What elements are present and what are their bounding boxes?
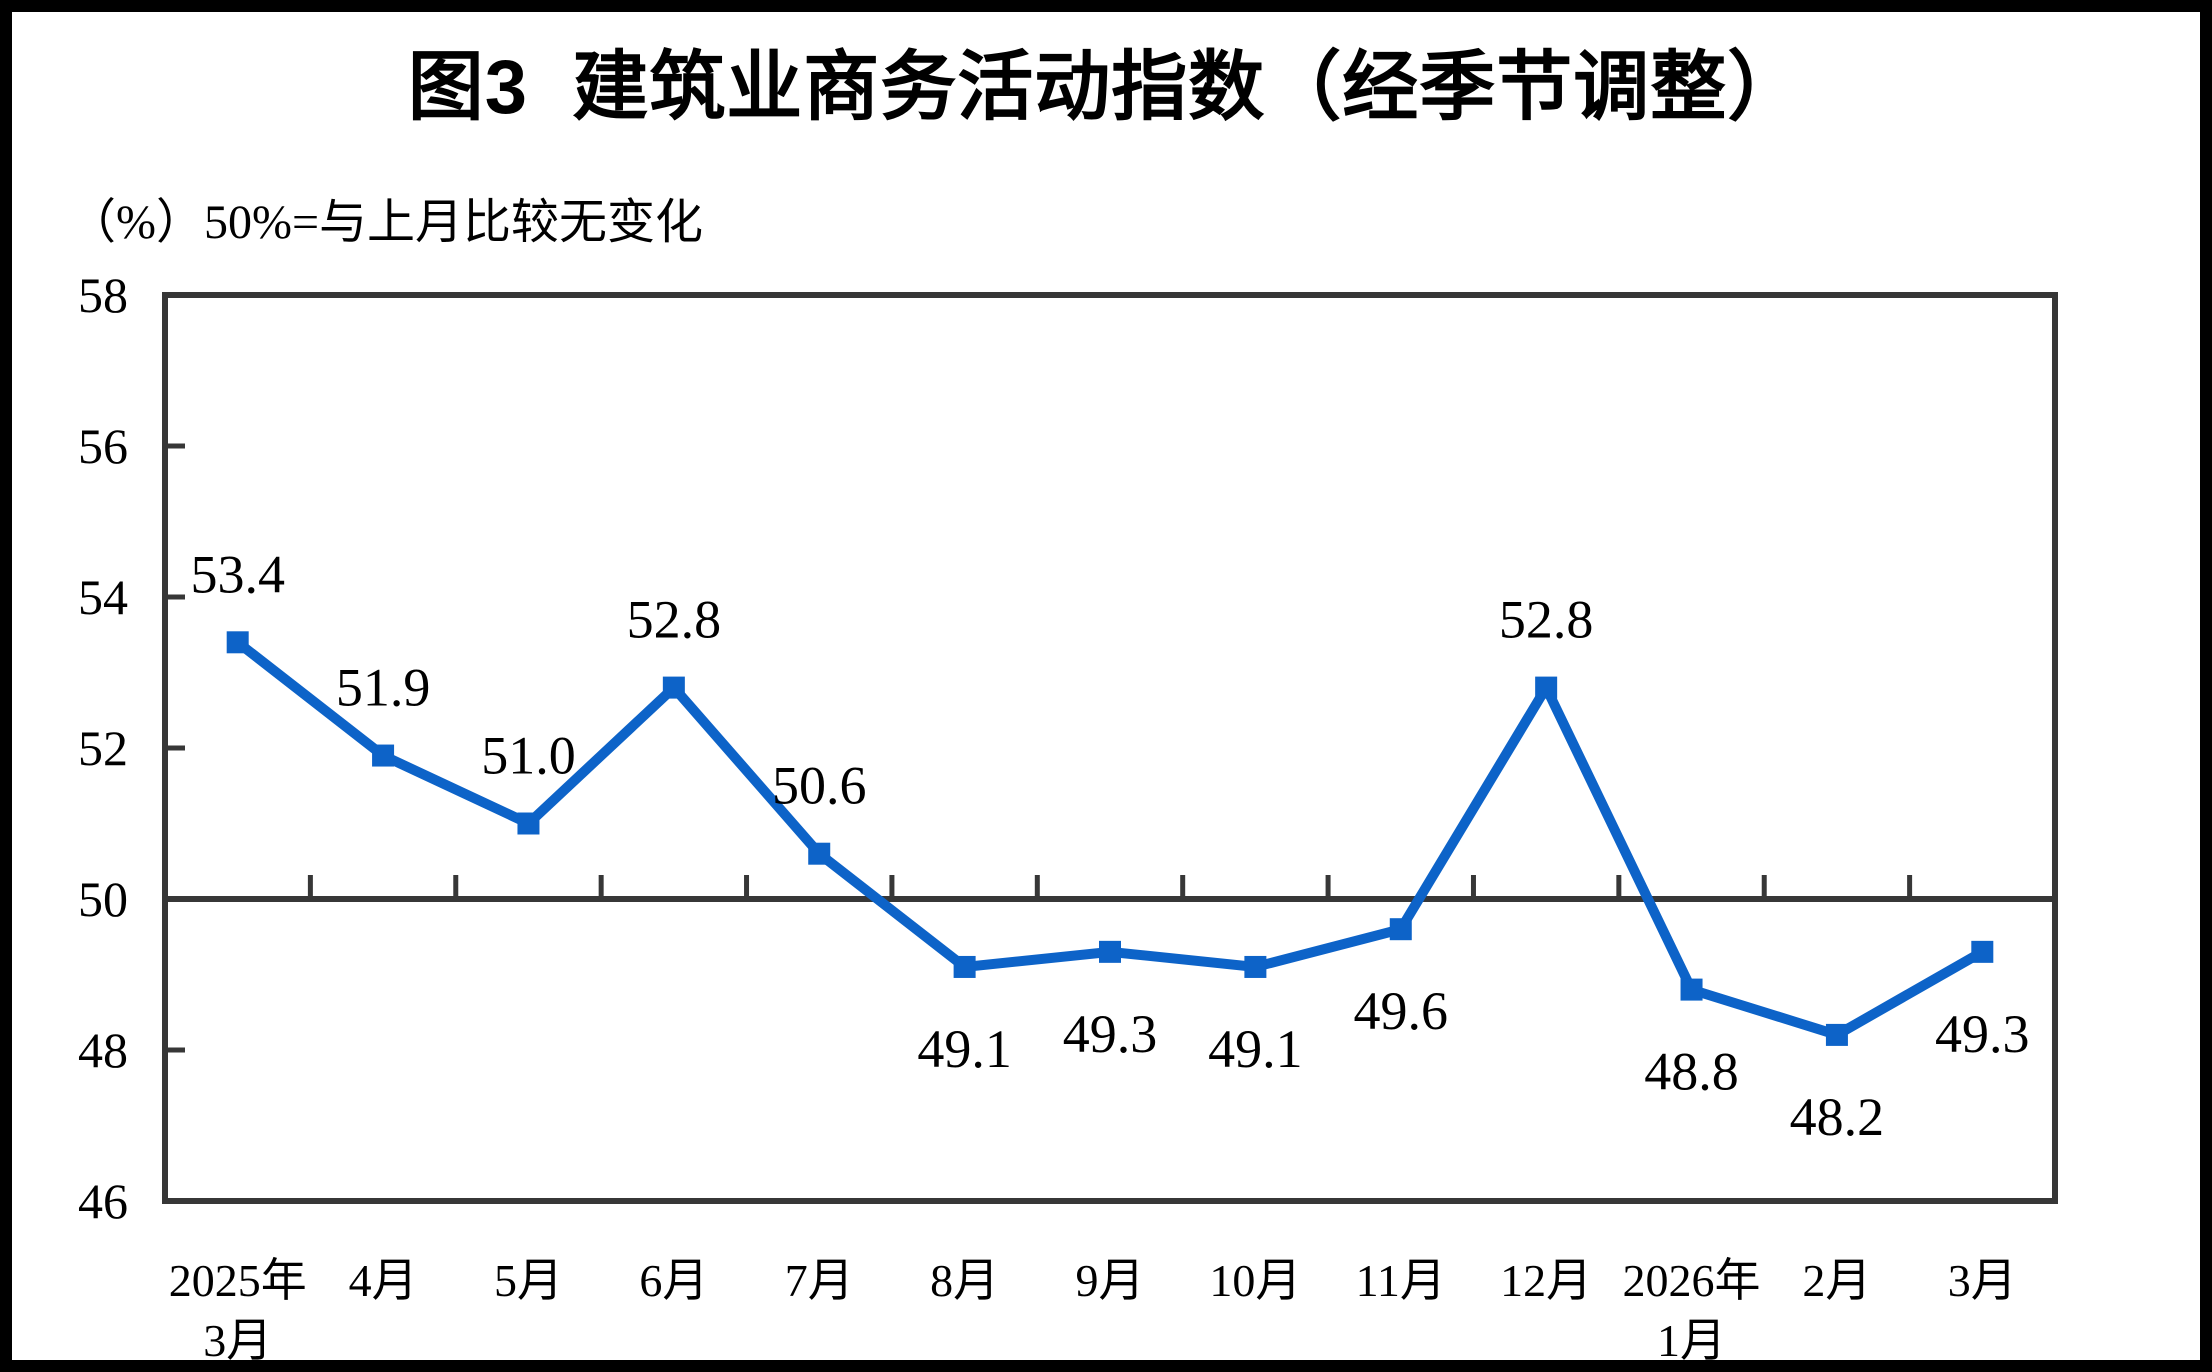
x-tick-label: 3月 (1948, 1255, 2017, 1306)
data-point-marker (517, 812, 540, 835)
data-point-marker (372, 744, 395, 767)
data-label: 48.8 (1644, 1042, 1739, 1102)
x-tick-label: 12月 (1500, 1255, 1592, 1306)
axis-unit-note: （%）50%=与上月比较无变化 (68, 196, 704, 249)
y-tick-label: 46 (78, 1173, 128, 1229)
x-tick-label: 2026年 (1623, 1255, 1761, 1306)
x-tick-label: 8月 (930, 1255, 999, 1306)
data-label: 49.6 (1354, 981, 1449, 1041)
data-point-marker (1971, 940, 1994, 963)
y-tick-label: 54 (78, 569, 128, 625)
data-label: 51.0 (481, 726, 576, 786)
x-tick-label-line2: 3月 (203, 1315, 272, 1366)
x-tick-label: 7月 (785, 1255, 854, 1306)
x-tick-label: 2月 (1802, 1255, 1871, 1306)
data-point-marker (1680, 978, 1703, 1001)
x-tick-label: 4月 (349, 1255, 418, 1306)
y-tick-label: 52 (78, 720, 128, 776)
x-tick-label: 5月 (494, 1255, 563, 1306)
x-tick-label: 6月 (639, 1255, 708, 1306)
data-label: 49.1 (1208, 1019, 1303, 1079)
data-point-marker (1825, 1023, 1848, 1046)
data-label: 48.2 (1790, 1087, 1885, 1147)
data-point-marker (1099, 940, 1121, 963)
x-tick-label-line2: 1月 (1657, 1315, 1726, 1366)
data-point-marker (808, 842, 831, 865)
data-point-marker (1244, 955, 1267, 978)
y-tick-label: 48 (78, 1022, 128, 1078)
data-point-marker (953, 955, 976, 978)
data-point-marker (662, 676, 685, 699)
data-label: 52.8 (1499, 590, 1594, 650)
data-label: 51.9 (336, 658, 431, 718)
x-tick-label: 9月 (1076, 1255, 1145, 1306)
plot-border (162, 292, 2058, 1204)
x-tick-label: 2025年 (169, 1255, 307, 1306)
y-tick-label: 56 (78, 418, 128, 474)
y-tick-label: 58 (78, 267, 128, 323)
x-tick-label: 10月 (1209, 1255, 1301, 1306)
data-label: 49.3 (1063, 1004, 1158, 1064)
x-tick-label: 11月 (1356, 1255, 1446, 1306)
data-label: 52.8 (627, 590, 722, 650)
series-line (234, 638, 1985, 1041)
data-label: 53.4 (190, 544, 285, 604)
y-tick-label: 50 (78, 871, 128, 927)
data-label: 49.3 (1935, 1004, 2030, 1064)
data-point-marker (226, 631, 249, 654)
data-point-marker (1535, 676, 1558, 699)
data-label: 50.6 (772, 756, 867, 816)
data-point-marker (1389, 918, 1412, 941)
chart-title: 图3 建筑业商务活动指数（经季节调整） (407, 45, 1805, 130)
data-label: 49.1 (917, 1019, 1012, 1079)
